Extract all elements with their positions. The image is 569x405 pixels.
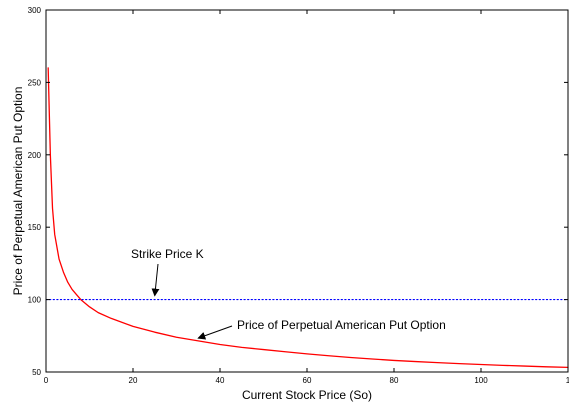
y-tick-label: 50 <box>32 368 41 377</box>
x-tick-label: 60 <box>303 376 312 385</box>
put-option-annotation-arrow <box>197 325 233 340</box>
annotation-layer: Strike Price K Price of Perpetual America… <box>131 247 446 340</box>
put-price-line <box>47 67 569 369</box>
y-tick-label: 150 <box>28 223 42 232</box>
x-tick-label: 40 <box>216 376 225 385</box>
x-tick-label: 100 <box>474 376 488 385</box>
y-axis-label: Price of Perpetual American Put Option <box>11 87 25 296</box>
y-tick-label: 100 <box>28 296 42 305</box>
series-layer <box>45 67 569 369</box>
y-tick-label: 200 <box>28 151 42 160</box>
strike-price-annotation-arrow <box>151 263 160 297</box>
x-tick-label: 0 <box>44 376 49 385</box>
put-option-annotation-text: Price of Perpetual American Put Option <box>237 318 446 332</box>
x-tick-label: 80 <box>390 376 399 385</box>
x-tick-label: 1 <box>566 376 569 385</box>
plot-background <box>46 10 568 372</box>
y-tick-label: 300 <box>28 6 42 15</box>
y-tick-label: 250 <box>28 78 42 87</box>
x-tick-label: 20 <box>129 376 138 385</box>
strike-price-annotation-text: Strike Price K <box>131 247 204 261</box>
x-axis-label: Current Stock Price (So) <box>242 388 372 402</box>
